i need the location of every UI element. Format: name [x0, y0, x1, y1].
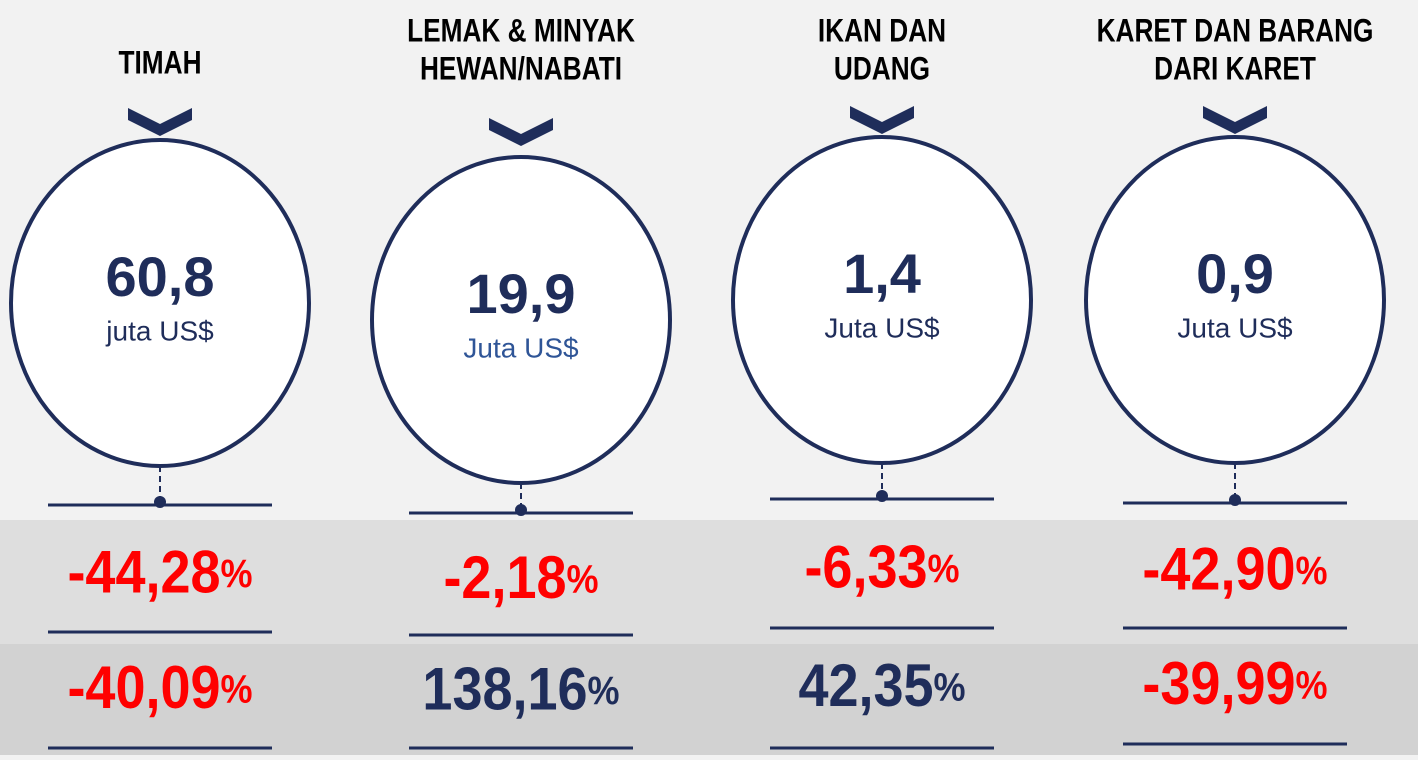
percent-change: -6,33% [804, 534, 959, 601]
percent-value: 42,35 [798, 652, 933, 719]
percent-sign: % [934, 666, 966, 710]
dot [876, 490, 888, 502]
percent-value: -6,33 [804, 534, 927, 601]
column-title: DARI KARET [1154, 52, 1316, 87]
percent-value: -40,09 [67, 654, 220, 721]
row-band-1 [0, 520, 1418, 644]
column-title: TIMAH [118, 46, 201, 81]
column-title: HEWAN/NABATI [420, 52, 622, 87]
column-title: LEMAK & MINYAK [407, 14, 635, 49]
unit: Juta US$ [1177, 312, 1293, 343]
percent-change: 138,16% [422, 656, 619, 723]
percent-value: -2,18 [443, 544, 566, 611]
percent-change: -42,90% [1142, 536, 1327, 603]
value: 1,4 [843, 242, 921, 305]
percent-sign: % [221, 552, 253, 596]
chevron [128, 108, 192, 136]
value: 0,9 [1196, 242, 1274, 305]
column-title: KARET DAN BARANG [1097, 14, 1374, 49]
unit: Juta US$ [463, 332, 579, 363]
percent-change: -39,99% [1142, 650, 1327, 717]
value: 19,9 [467, 262, 576, 325]
column-title: UDANG [834, 52, 930, 87]
row-band-2 [0, 644, 1418, 755]
percent-sign: % [928, 547, 960, 591]
percent-sign: % [588, 669, 620, 713]
chevron [850, 106, 914, 134]
percent-sign: % [221, 668, 253, 712]
percent-change: -2,18% [443, 544, 598, 611]
value: 60,8 [106, 245, 215, 308]
percent-change: 42,35% [798, 652, 965, 719]
chevron [489, 118, 553, 146]
percent-value: -44,28 [67, 539, 220, 606]
percent-sign: % [567, 558, 599, 602]
chevron [1203, 106, 1267, 134]
percent-value: 138,16 [422, 656, 587, 723]
percent-change: -44,28% [67, 539, 252, 606]
column-title: IKAN DAN [818, 14, 946, 49]
percent-sign: % [1296, 549, 1328, 593]
dot [154, 496, 166, 508]
unit: juta US$ [105, 315, 214, 346]
unit: Juta US$ [824, 312, 940, 343]
percent-value: -39,99 [1142, 650, 1295, 717]
percent-value: -42,90 [1142, 536, 1295, 603]
percent-change: -40,09% [67, 654, 252, 721]
percent-sign: % [1296, 664, 1328, 708]
dot [1229, 494, 1241, 506]
dot [515, 504, 527, 516]
